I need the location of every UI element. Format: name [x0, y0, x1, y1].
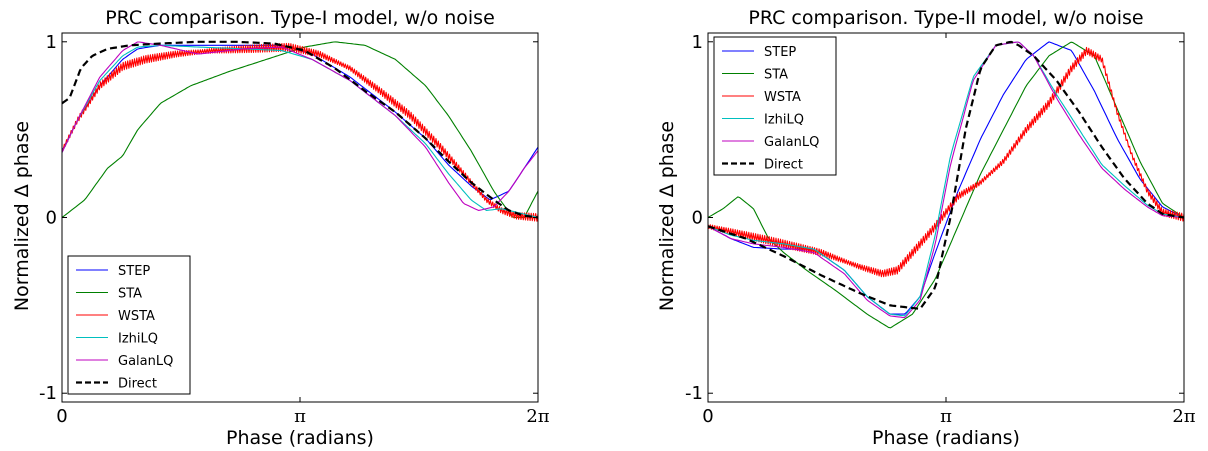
chart-panel-type-i: PRC comparison. Type-I model, w/o noise … [11, 7, 550, 449]
legend-label-izhilq: IzhiLQ [764, 113, 804, 128]
chart-title: PRC comparison. Type-I model, w/o noise [105, 7, 495, 29]
legend-label-sta: STA [764, 68, 788, 83]
legend-label-galanlq: GalanLQ [764, 135, 819, 150]
x-tick-label: 0 [702, 406, 713, 427]
y-tick-label: 0 [692, 208, 703, 229]
series-line-step [707, 41, 1185, 315]
y-axis-label: Normalized Δ phase [656, 121, 678, 311]
y-tick-label: -1 [685, 383, 703, 404]
y-tick-label: 0 [46, 208, 57, 229]
x-tick-label: 0 [56, 406, 67, 427]
series-line-wsta [707, 46, 1185, 278]
series-line-sta [707, 41, 1185, 329]
legend-label-direct: Direct [118, 377, 157, 392]
x-tick-label: π [294, 406, 306, 427]
series-line-galanlq [61, 41, 539, 211]
legend-label-step: STEP [118, 264, 150, 279]
legend-label-wsta: WSTA [118, 309, 155, 324]
legend-box [67, 255, 191, 395]
y-tick-label: -1 [39, 383, 57, 404]
series-line-izhilq [61, 44, 539, 219]
y-tick-label: 1 [692, 32, 703, 53]
legend: STEP STA WSTA IzhiLQ GalanLQ Direct [713, 36, 837, 176]
legend-label-sta: STA [118, 287, 142, 302]
legend-label-izhilq: IzhiLQ [118, 332, 158, 347]
x-axis-label: Phase (radians) [872, 427, 1020, 449]
chart-panel-type-ii: PRC comparison. Type-II model, w/o noise… [656, 7, 1196, 449]
legend-box [713, 36, 837, 176]
x-tick-label: 2π [526, 406, 549, 427]
series-line-izhilq [707, 41, 1185, 317]
series-line-wsta [61, 42, 539, 222]
legend: STEP STA WSTA IzhiLQ GalanLQ Direct [67, 255, 191, 395]
legend-label-step: STEP [764, 45, 796, 60]
series-line-sta [61, 41, 539, 219]
x-axis-label: Phase (radians) [226, 427, 374, 449]
series-line-direct [61, 40, 539, 219]
chart-title: PRC comparison. Type-II model, w/o noise [748, 7, 1143, 29]
x-tick-label: 2π [1172, 406, 1195, 427]
legend-label-direct: Direct [764, 158, 803, 173]
x-tick-label: π [940, 406, 952, 427]
y-tick-label: 1 [46, 32, 57, 53]
series-line-galanlq [707, 41, 1185, 319]
legend-label-wsta: WSTA [764, 90, 801, 105]
legend-label-galanlq: GalanLQ [118, 354, 173, 369]
y-axis-label: Normalized Δ phase [11, 121, 33, 311]
